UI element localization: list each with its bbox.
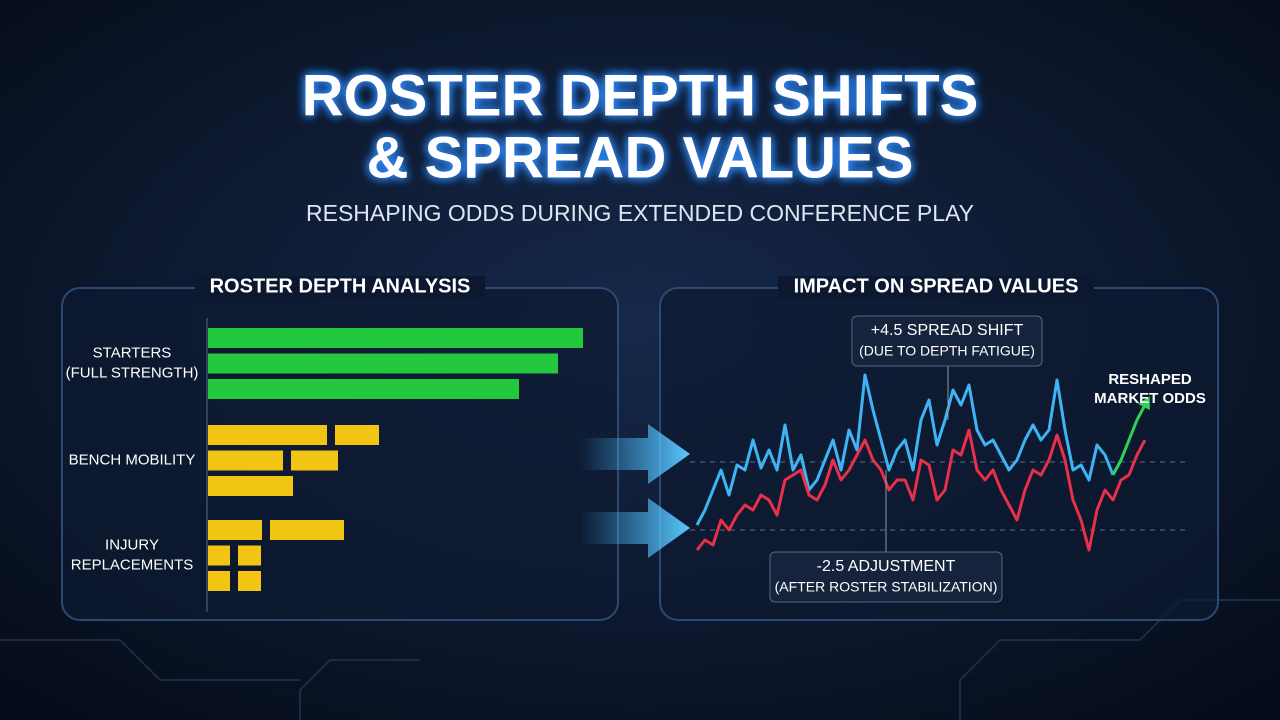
category-label: BENCH MOBILITY — [69, 451, 196, 468]
annotation-box — [851, 315, 1043, 367]
annotation-text: -2.5 ADJUSTMENT — [817, 558, 956, 575]
arrow — [580, 424, 690, 484]
bar — [208, 328, 583, 348]
bar — [208, 379, 519, 399]
category-label: REPLACEMENTS — [71, 556, 194, 573]
bar — [270, 520, 344, 540]
series-line — [695, 428, 1147, 552]
category-label: INJURY — [105, 536, 159, 553]
flow-arrows — [580, 424, 690, 558]
bar — [291, 450, 338, 471]
arrow — [580, 498, 690, 558]
annotation-text: (AFTER ROSTER STABILIZATION) — [775, 579, 998, 595]
annotation-box — [769, 551, 1003, 603]
category-label: STARTERS — [93, 344, 172, 361]
bar — [208, 571, 230, 591]
bar — [208, 476, 293, 496]
bar — [208, 545, 230, 566]
bar — [238, 571, 261, 591]
chart-title: IMPACT ON SPREAD VALUES — [794, 275, 1079, 297]
title-line: ROSTER DEPTH SHIFTS — [302, 63, 979, 128]
bar — [208, 450, 283, 471]
category-label: (FULL STRENGTH) — [66, 364, 199, 381]
bar — [208, 520, 262, 540]
subtitle: RESHAPING ODDS DURING EXTENDED CONFERENC… — [306, 200, 974, 226]
bar — [238, 545, 261, 566]
title-backdrop — [195, 276, 485, 298]
title-line: & SPREAD VALUES — [367, 125, 914, 190]
bar — [335, 425, 379, 445]
annotation-text: (DUE TO DEPTH FATIGUE) — [859, 343, 1035, 359]
series-line — [695, 373, 1115, 526]
series-line — [1111, 404, 1147, 476]
annotation-text: +4.5 SPREAD SHIFT — [871, 322, 1024, 339]
arrow-head — [1138, 396, 1150, 411]
bar — [208, 425, 327, 445]
title-backdrop — [778, 276, 1094, 298]
chart-title: ROSTER DEPTH ANALYSIS — [210, 275, 471, 297]
annotation-text: MARKET ODDS — [1094, 390, 1206, 407]
annotation-text: RESHAPED — [1108, 371, 1192, 388]
bar — [208, 353, 558, 374]
